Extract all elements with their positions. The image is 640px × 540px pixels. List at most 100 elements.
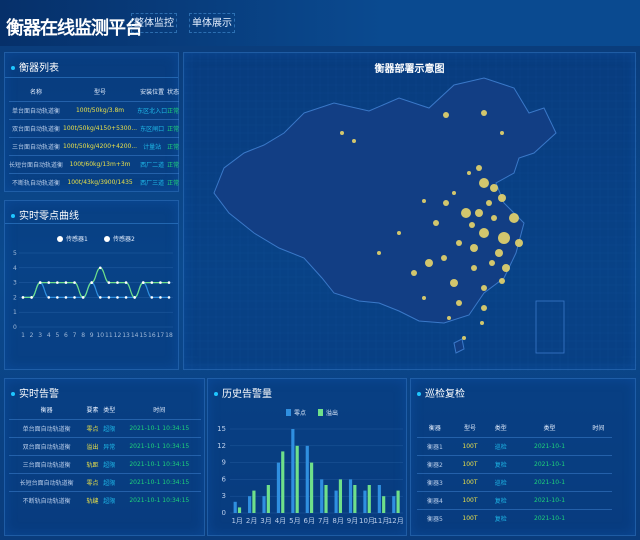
- table-cell: 双台面自动轨道衡: [9, 118, 64, 137]
- deployment-point[interactable]: [447, 316, 451, 320]
- y-tick-label: 15: [217, 425, 226, 433]
- bar[interactable]: [353, 485, 357, 513]
- deployment-point[interactable]: [443, 112, 449, 118]
- bar[interactable]: [334, 490, 338, 513]
- table-row[interactable]: 双台面自动轨道衡 溢出 异常 2021-10-1 10:34:15: [9, 436, 201, 455]
- deployment-point[interactable]: [471, 265, 477, 271]
- bar[interactable]: [295, 445, 299, 513]
- x-tick-label: 2月: [246, 517, 257, 525]
- bar[interactable]: [262, 496, 266, 513]
- table-row[interactable]: 衡器2 100T 复检 2021-10-1: [417, 454, 612, 473]
- y-tick-label: 3: [222, 492, 226, 500]
- deployment-point[interactable]: [490, 184, 498, 192]
- table-cell: 衡器4: [417, 490, 453, 509]
- bar[interactable]: [305, 445, 309, 513]
- table-row[interactable]: 三台面自动轨道衡 轨距 超限 2021-10-1 10:34:15: [9, 454, 201, 473]
- table-row[interactable]: 衡器4 100T 复检 2021-10-1: [417, 490, 612, 509]
- bar[interactable]: [367, 485, 371, 513]
- deployment-point[interactable]: [377, 251, 381, 255]
- table-row[interactable]: 衡器3 100T 巡检 2021-10-1: [417, 472, 612, 491]
- col-header: 衡器: [428, 425, 441, 433]
- table-row[interactable]: 单台面自动轨道衡 100t/50kg/3.8m 东区北入口 正常: [9, 100, 180, 119]
- deployment-point[interactable]: [441, 255, 447, 261]
- col-header: 状态: [167, 89, 180, 97]
- deployment-point[interactable]: [422, 296, 426, 300]
- bar[interactable]: [320, 479, 324, 513]
- bar[interactable]: [396, 490, 400, 513]
- bar[interactable]: [348, 479, 353, 513]
- nav-overall-monitor[interactable]: 整体监控: [131, 13, 177, 33]
- deployment-point[interactable]: [425, 259, 433, 267]
- deployment-point[interactable]: [456, 300, 462, 306]
- bar[interactable]: [291, 429, 295, 513]
- table-row[interactable]: 不断轨自动轨道衡 100t/43kg/3900/1435 西厂三道 正常: [9, 172, 180, 191]
- deployment-point[interactable]: [498, 194, 506, 202]
- table-row[interactable]: 三台面自动轨道衡 100t/50kg/4200+4200... 计量站 正常: [9, 136, 180, 155]
- deployment-point[interactable]: [352, 139, 356, 143]
- deployment-point[interactable]: [481, 305, 487, 311]
- deployment-point[interactable]: [509, 213, 519, 223]
- table-cell: 2021-10-1 10:34:15: [117, 490, 201, 509]
- deployment-point[interactable]: [470, 244, 478, 252]
- deployment-point[interactable]: [481, 285, 487, 291]
- deployment-point[interactable]: [499, 278, 505, 284]
- deployment-point[interactable]: [480, 321, 484, 325]
- bar[interactable]: [310, 462, 314, 513]
- bar[interactable]: [363, 490, 367, 513]
- bar[interactable]: [338, 479, 343, 513]
- bar[interactable]: [377, 485, 381, 513]
- bar[interactable]: [392, 496, 396, 513]
- series-line: [23, 281, 169, 298]
- deployment-point[interactable]: [486, 200, 492, 206]
- y-tick-label: 9: [222, 459, 226, 467]
- deployment-point[interactable]: [515, 239, 523, 247]
- bar[interactable]: [281, 451, 285, 513]
- bar[interactable]: [237, 507, 242, 513]
- deployment-point[interactable]: [475, 209, 483, 217]
- deployment-point[interactable]: [411, 270, 417, 276]
- deployment-point[interactable]: [467, 171, 471, 175]
- deployment-point[interactable]: [491, 215, 497, 221]
- deployment-point[interactable]: [479, 178, 489, 188]
- table-cell: 溢出: [84, 436, 101, 455]
- bar[interactable]: [248, 496, 252, 513]
- table-row[interactable]: 长短台面自动轨道衡 零点 超限 2021-10-1 10:34:15: [9, 472, 201, 491]
- deployment-point[interactable]: [450, 279, 458, 287]
- bar[interactable]: [252, 490, 256, 513]
- deployment-point[interactable]: [489, 260, 495, 266]
- deployment-point[interactable]: [462, 336, 466, 340]
- deployment-point[interactable]: [456, 240, 462, 246]
- nav-single-display[interactable]: 单体展示: [189, 13, 235, 33]
- bar[interactable]: [266, 485, 270, 513]
- deployment-point[interactable]: [476, 165, 482, 171]
- deployment-point[interactable]: [433, 220, 439, 226]
- table-row[interactable]: 衡器1 100T 巡检 2021-10-1: [417, 436, 612, 455]
- legend-marker: [318, 409, 323, 416]
- bar[interactable]: [382, 496, 386, 513]
- deployment-point[interactable]: [443, 200, 449, 206]
- table-row[interactable]: 双台面自动轨道衡 100t/50kg/4150+5300... 东区闸口 正常: [9, 118, 180, 137]
- table-row[interactable]: 不断轨自动轨道衡 轨缝 超限 2021-10-1 10:34:15: [9, 490, 201, 509]
- table-row[interactable]: 衡器5 100T 复检 2021-10-1: [417, 508, 612, 527]
- bar[interactable]: [233, 501, 237, 513]
- china-map[interactable]: [184, 53, 637, 371]
- deployment-point[interactable]: [495, 249, 503, 257]
- deployment-point[interactable]: [479, 228, 489, 238]
- deployment-point[interactable]: [461, 208, 471, 218]
- table-row[interactable]: 单台面自动轨道衡 零点 超限 2021-10-1 10:34:15: [9, 418, 201, 437]
- deployment-point[interactable]: [469, 222, 475, 228]
- deployment-point[interactable]: [498, 232, 510, 244]
- deployment-point[interactable]: [481, 110, 487, 116]
- deployment-point[interactable]: [397, 231, 401, 235]
- deployment-point[interactable]: [422, 199, 426, 203]
- alarms-panel: 实时告警 衡器 要素 类型 时间 单台面自动轨道衡 零点 超限 2021-10-1 10:3…: [4, 378, 205, 536]
- table-row[interactable]: 长短台面自动轨道衡 100t/60kg/13m+3m 西厂二道 正常: [9, 154, 180, 173]
- deployment-point[interactable]: [500, 131, 504, 135]
- bar[interactable]: [276, 462, 281, 513]
- deployment-point[interactable]: [340, 131, 344, 135]
- deployment-point[interactable]: [502, 264, 510, 272]
- deployment-point[interactable]: [452, 191, 456, 195]
- bar[interactable]: [324, 485, 328, 513]
- data-point: [141, 281, 145, 284]
- table-cell: 单台面自动轨道衡: [9, 418, 85, 437]
